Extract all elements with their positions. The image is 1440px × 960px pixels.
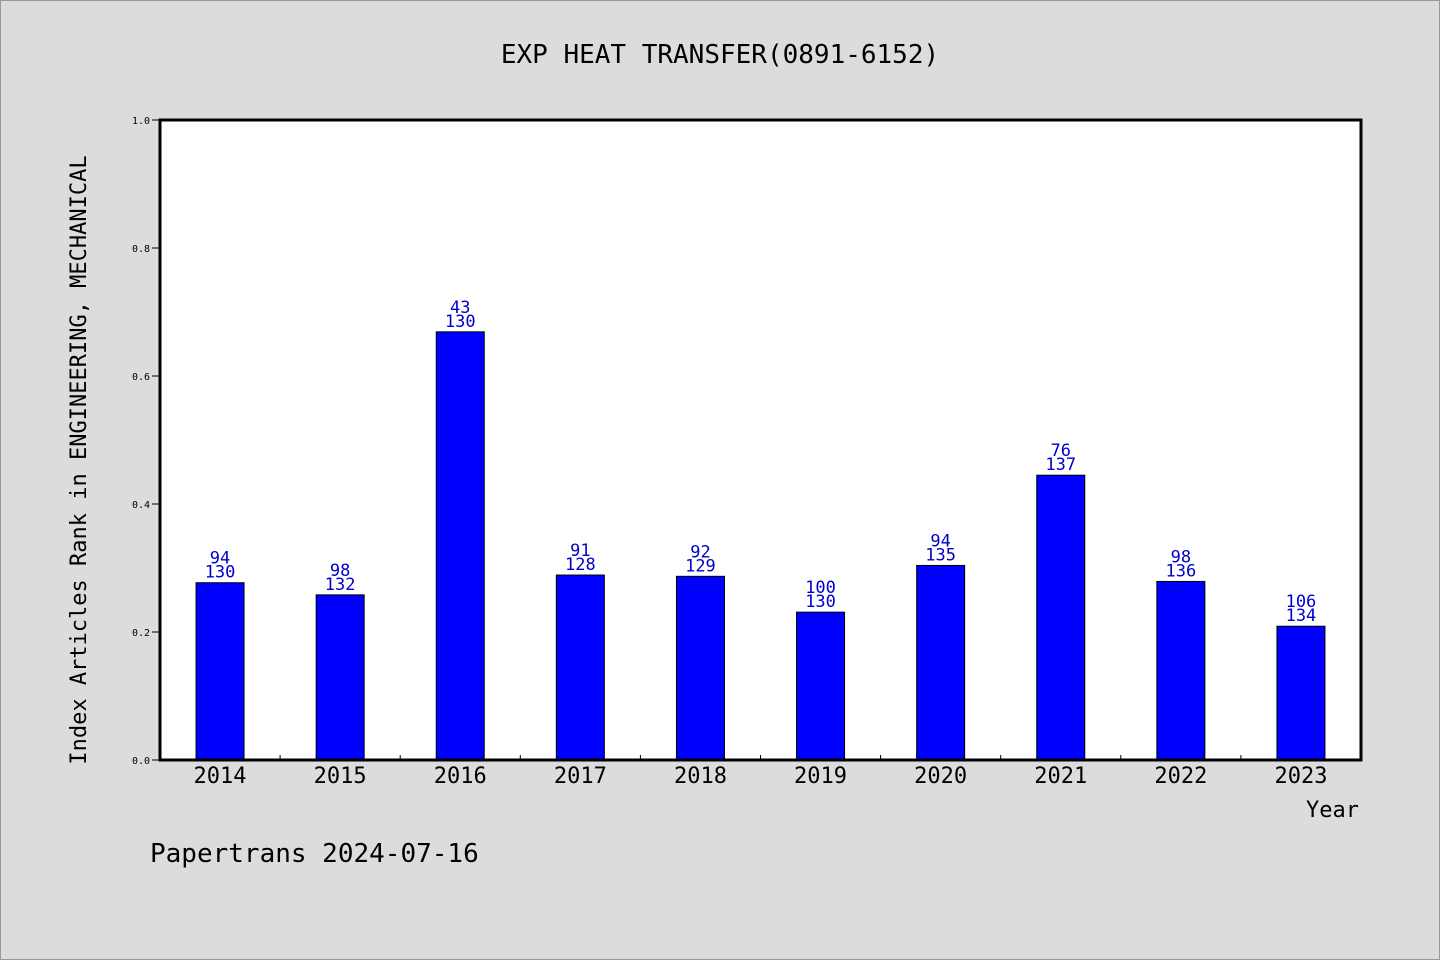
- bar-2014: [195, 582, 245, 761]
- x-tick-label-2016: 2016: [434, 764, 487, 789]
- x-tick-label-2019: 2019: [794, 764, 847, 789]
- x-tick-label-2021: 2021: [1034, 764, 1087, 789]
- bar-total-label-2019: 130: [805, 592, 836, 612]
- bar-2020: [916, 564, 966, 761]
- bar-2021: [1036, 474, 1086, 761]
- bar-total-label-2014: 130: [205, 563, 236, 583]
- x-tick-label-2023: 2023: [1274, 764, 1327, 789]
- bar-rank-label-2019: 100: [805, 578, 836, 598]
- bar-rank-label-2014: 94: [210, 549, 230, 569]
- bar-total-label-2018: 129: [685, 556, 716, 576]
- x-tick-label-2018: 2018: [674, 764, 727, 789]
- x-tick-label-2014: 2014: [194, 764, 247, 789]
- bar-total-label-2015: 132: [325, 575, 356, 595]
- bar-rank-label-2021: 76: [1051, 441, 1071, 461]
- bar-2019: [796, 611, 846, 761]
- x-tick-label-2020: 2020: [914, 764, 967, 789]
- bar-2016: [435, 331, 485, 761]
- bar-total-label-2022: 136: [1165, 561, 1196, 581]
- bar-total-label-2020: 135: [925, 545, 956, 565]
- footer-source-date: Papertrans 2024-07-16: [150, 839, 479, 869]
- y-tick-label-0.0: 0.0: [132, 756, 150, 767]
- bar-total-label-2016: 130: [445, 312, 476, 332]
- x-tick-label-2015: 2015: [314, 764, 367, 789]
- y-tick-label-1.0: 1.0: [132, 116, 150, 127]
- bar-rank-label-2020: 94: [930, 531, 950, 551]
- x-tick-label-2017: 2017: [554, 764, 607, 789]
- bar-rank-label-2022: 98: [1171, 547, 1191, 567]
- y-axis-label: Index Articles Rank in ENGINEERING, MECH…: [67, 155, 92, 764]
- y-tick-label-0.4: 0.4: [132, 500, 150, 511]
- y-axis-ticks: 0.0 0.2 0.4 0.6 0.8 1.0: [132, 116, 160, 767]
- y-tick-label-0.8: 0.8: [132, 244, 150, 255]
- plot-border: [158, 118, 1363, 762]
- bar-2015: [315, 594, 365, 761]
- x-tick-label-2022: 2022: [1154, 764, 1207, 789]
- bar-2017: [555, 574, 605, 761]
- bar-rank-label-2017: 91: [570, 541, 590, 561]
- y-tick-label-0.2: 0.2: [132, 628, 150, 639]
- bar-2018: [675, 575, 725, 761]
- bar-total-label-2023: 134: [1286, 606, 1317, 626]
- x-axis-ticks: 2014 2015 2016 2017 2018 2019 2020 2021 2022 2023: [194, 755, 1327, 789]
- chart-title: EXP HEAT TRANSFER(0891-6152): [501, 40, 939, 70]
- bar-total-label-2017: 128: [565, 555, 596, 575]
- bars-group: [195, 331, 1326, 761]
- bar-total-label-2021: 137: [1045, 455, 1076, 475]
- bar-rank-label-2015: 98: [330, 561, 350, 581]
- bar-rank-label-2023: 106: [1286, 592, 1317, 612]
- x-axis-label: Year: [1306, 798, 1359, 823]
- bar-2022: [1156, 580, 1206, 761]
- y-tick-label-0.6: 0.6: [132, 372, 150, 383]
- bar-rank-label-2016: 43: [450, 298, 470, 318]
- bar-2023: [1276, 625, 1326, 761]
- bar-rank-label-2018: 92: [690, 542, 710, 562]
